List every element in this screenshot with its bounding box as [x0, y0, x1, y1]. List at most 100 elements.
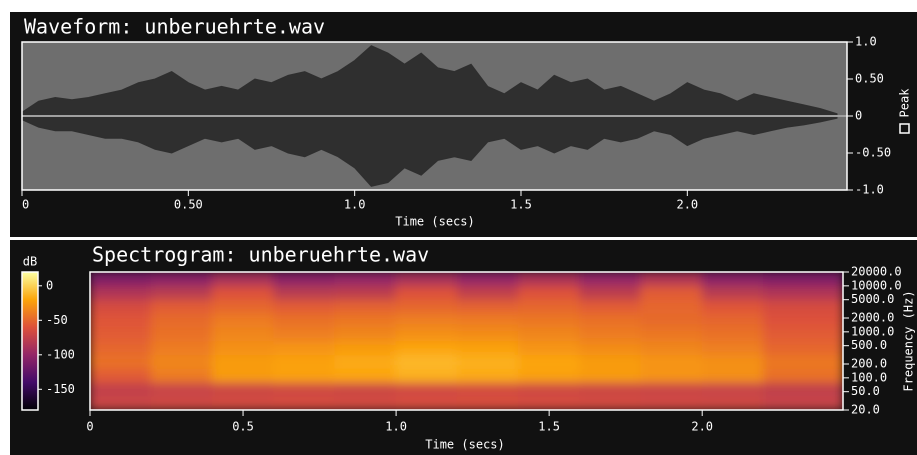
x-tick-label: 0	[86, 420, 93, 434]
x-tick-label: 0.5	[232, 420, 254, 434]
heatmap-cell	[763, 272, 844, 286]
heatmap-cell	[273, 382, 335, 397]
heatmap-cell	[763, 368, 844, 383]
x-axis-label: Time (secs)	[395, 215, 474, 229]
heatmap-cell	[334, 382, 396, 397]
heatmap-cell	[518, 340, 580, 355]
heatmap-cell	[212, 313, 274, 328]
heatmap-cell	[151, 382, 213, 397]
colorbar-tick-label: -50	[46, 313, 68, 327]
heatmap-cell	[763, 340, 844, 355]
heatmap-cell	[763, 354, 844, 369]
heatmap-cell	[518, 272, 580, 286]
heatmap-cell	[90, 396, 152, 411]
colorbar	[22, 272, 38, 410]
heatmap-cell	[273, 299, 335, 314]
heatmap-cell	[702, 368, 764, 383]
heatmap-cell	[763, 299, 844, 314]
heatmap-cell	[212, 326, 274, 341]
heatmap-cell	[334, 354, 396, 369]
legend-entry: Peak	[898, 88, 912, 118]
y-tick-label: 5000.0	[851, 292, 894, 306]
heatmap-cell	[457, 382, 519, 397]
heatmap-cell	[90, 382, 152, 397]
heatmap-cell	[212, 396, 274, 411]
heatmap-cell	[518, 382, 580, 397]
heatmap-cell	[396, 313, 458, 328]
heatmap-cell	[702, 272, 764, 286]
heatmap	[90, 272, 844, 411]
heatmap-cell	[396, 285, 458, 300]
heatmap-cell	[212, 354, 274, 369]
heatmap-cell	[151, 368, 213, 383]
heatmap-cell	[90, 340, 152, 355]
heatmap-cell	[212, 368, 274, 383]
heatmap-cell	[518, 299, 580, 314]
y-tick-label: 100.0	[851, 370, 887, 384]
y-axis-label: Frequency (Hz)	[902, 290, 916, 391]
heatmap-cell	[396, 340, 458, 355]
heatmap-cell	[334, 313, 396, 328]
heatmap-cell	[640, 382, 702, 397]
heatmap-cell	[457, 299, 519, 314]
heatmap-cell	[334, 272, 396, 286]
heatmap-cell	[579, 326, 641, 341]
heatmap-cell	[640, 285, 702, 300]
heatmap-cell	[151, 299, 213, 314]
heatmap-cell	[763, 326, 844, 341]
heatmap-cell	[457, 272, 519, 286]
heatmap-cell	[518, 396, 580, 411]
heatmap-cell	[579, 396, 641, 411]
heatmap-cell	[212, 285, 274, 300]
y-tick-label: 10000.0	[851, 278, 902, 292]
y-tick-label: 50.0	[851, 384, 880, 398]
heatmap-cell	[518, 313, 580, 328]
heatmap-cell	[702, 299, 764, 314]
heatmap-cell	[273, 313, 335, 328]
heatmap-cell	[151, 340, 213, 355]
heatmap-cells	[90, 272, 844, 411]
x-tick-label: 1.0	[344, 198, 366, 212]
y-tick-label: 500.0	[851, 338, 887, 352]
heatmap-cell	[763, 313, 844, 328]
x-tick-label: 2.0	[691, 420, 713, 434]
heatmap-cell	[212, 382, 274, 397]
y-tick-label: 20.0	[851, 403, 880, 417]
heatmap-cell	[396, 299, 458, 314]
heatmap-cell	[334, 326, 396, 341]
y-tick-label: 2000.0	[851, 311, 894, 325]
heatmap-cell	[702, 382, 764, 397]
heatmap-cell	[334, 368, 396, 383]
heatmap-cell	[396, 382, 458, 397]
y-tick-label: 0.50	[855, 72, 884, 86]
y-tick-label: -1.0	[855, 183, 884, 197]
heatmap-cell	[273, 272, 335, 286]
heatmap-cell	[518, 326, 580, 341]
x-tick-label: 1.5	[538, 420, 560, 434]
heatmap-cell	[396, 354, 458, 369]
heatmap-cell	[457, 396, 519, 411]
x-tick-label: 1.5	[510, 198, 532, 212]
heatmap-cell	[457, 354, 519, 369]
heatmap-cell	[702, 313, 764, 328]
heatmap-cell	[640, 299, 702, 314]
heatmap-cell	[90, 272, 152, 286]
heatmap-cell	[90, 326, 152, 341]
heatmap-cell	[640, 326, 702, 341]
heatmap-cell	[90, 285, 152, 300]
heatmap-cell	[640, 313, 702, 328]
heatmap-cell	[151, 396, 213, 411]
heatmap-cell	[702, 285, 764, 300]
heatmap-cell	[151, 326, 213, 341]
x-tick-label: 0.50	[174, 198, 203, 212]
heatmap-cell	[273, 368, 335, 383]
heatmap-cell	[151, 313, 213, 328]
heatmap-cell	[334, 396, 396, 411]
heatmap-cell	[763, 396, 844, 411]
heatmap-cell	[518, 285, 580, 300]
heatmap-cell	[640, 354, 702, 369]
heatmap-cell	[151, 272, 213, 286]
heatmap-cell	[334, 340, 396, 355]
heatmap-cell	[579, 285, 641, 300]
heatmap-cell	[640, 272, 702, 286]
